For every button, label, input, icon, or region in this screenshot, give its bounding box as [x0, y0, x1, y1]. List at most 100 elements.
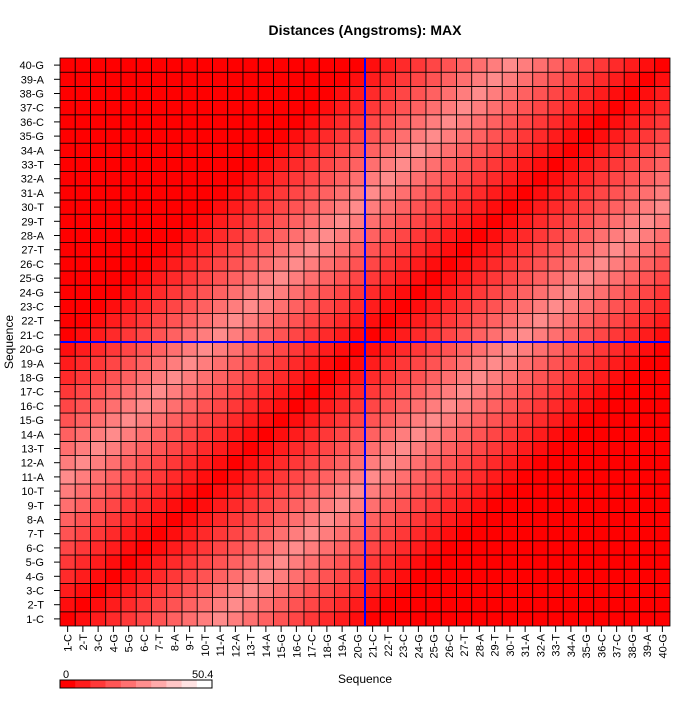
heatmap-cell-9-T-19-A [181, 355, 198, 371]
heatmap-cell-9-T-15-G [181, 412, 198, 428]
heatmap-cell-29-T-19-A [486, 355, 503, 371]
heatmap-cell-8-A-38-G [166, 86, 183, 102]
heatmap-cell-24-G-17-C [410, 384, 427, 400]
heatmap-cell-18-G-3-C [318, 583, 335, 599]
legend-max-label: 50.4 [192, 669, 213, 681]
heatmap-cell-37-C-28-A [608, 227, 625, 243]
heatmap-cell-2-T-9-T [74, 497, 91, 513]
heatmap-cell-32-A-21-C [532, 327, 549, 343]
heatmap-cell-18-G-33-T [318, 156, 335, 172]
heatmap-cell-8-A-18-G [166, 369, 183, 385]
x-tick-label-16-C: 16-C [291, 634, 303, 658]
heatmap-cell-32-A-31-A [532, 185, 549, 201]
heatmap-cell-7-T-10-T [151, 483, 168, 499]
heatmap-cell-7-T-1-C [151, 611, 168, 627]
heatmap-cell-9-T-38-G [181, 86, 198, 102]
heatmap-cell-14-A-22-T [257, 313, 274, 329]
heatmap-cell-29-T-28-A [486, 227, 503, 243]
heatmap-cell-38-G-12-A [623, 455, 640, 471]
heatmap-cell-22-T-31-A [379, 185, 396, 201]
heatmap-cell-19-A-29-T [334, 213, 351, 229]
y-tick-label-15-G: 15-G [20, 415, 44, 427]
heatmap-cell-21-C-32-A [364, 171, 381, 187]
heatmap-cell-12-A-21-C [227, 327, 244, 343]
heatmap-cell-18-G-16-C [318, 398, 335, 414]
heatmap-cell-11-A-3-C [212, 583, 229, 599]
heatmap-cell-22-T-19-A [379, 355, 396, 371]
heatmap-cell-9-T-10-T [181, 483, 198, 499]
heatmap-cell-24-G-37-C [410, 100, 427, 116]
heatmap-cell-7-T-40-G [151, 57, 168, 73]
heatmap-cell-11-A-31-A [212, 185, 229, 201]
heatmap-cell-3-C-15-G [90, 412, 107, 428]
heatmap-cell-23-C-18-G [395, 369, 412, 385]
heatmap-cell-35-G-39-A [578, 71, 595, 87]
heatmap-cell-17-C-33-T [303, 156, 320, 172]
heatmap-cell-40-G-37-C [654, 100, 671, 116]
heatmap-cell-24-G-39-A [410, 71, 427, 87]
heatmap-cell-34-A-15-G [562, 412, 579, 428]
heatmap-cell-3-C-16-C [90, 398, 107, 414]
heatmap-cell-14-A-4-G [257, 568, 274, 584]
heatmap-cell-17-C-6-C [303, 540, 320, 556]
heatmap-cell-33-T-12-A [547, 455, 564, 471]
heatmap-cell-11-A-20-G [212, 341, 229, 357]
heatmap-cell-24-G-31-A [410, 185, 427, 201]
heatmap-cell-16-C-36-C [288, 114, 305, 130]
heatmap-cell-22-T-35-G [379, 128, 396, 144]
heatmap-cell-11-A-16-C [212, 398, 229, 414]
heatmap-cell-36-C-5-G [593, 554, 610, 570]
heatmap-cell-20-G-21-C [349, 327, 366, 343]
heatmap-cell-37-C-31-A [608, 185, 625, 201]
y-tick-label-6-C: 6-C [26, 543, 44, 555]
heatmap-cell-38-G-18-G [623, 369, 640, 385]
heatmap-cell-28-A-1-C [471, 611, 488, 627]
heatmap-cell-39-A-27-T [639, 242, 656, 258]
heatmap-cell-17-C-2-T [303, 597, 320, 613]
x-tick-label-23-C: 23-C [398, 634, 410, 658]
heatmap-cell-21-C-19-A [364, 355, 381, 371]
heatmap-cell-26-C-31-A [440, 185, 457, 201]
heatmap-cell-18-G-15-G [318, 412, 335, 428]
heatmap-cell-12-A-16-C [227, 398, 244, 414]
heatmap-cell-8-A-32-A [166, 171, 183, 187]
heatmap-cell-21-C-24-G [364, 284, 381, 300]
heatmap-cell-28-A-8-A [471, 512, 488, 528]
heatmap-cell-26-C-27-T [440, 242, 457, 258]
heatmap-cell-9-T-11-A [181, 469, 198, 485]
heatmap-cell-20-G-37-C [349, 100, 366, 116]
y-tick-label-30-T: 30-T [21, 202, 44, 214]
heatmap-cell-7-T-6-C [151, 540, 168, 556]
heatmap-cell-2-T-17-C [74, 384, 91, 400]
heatmap-cell-20-G-10-T [349, 483, 366, 499]
heatmap-cell-32-A-33-T [532, 156, 549, 172]
heatmap-cell-32-A-27-T [532, 242, 549, 258]
heatmap-cell-11-A-32-A [212, 171, 229, 187]
heatmap-cell-4-G-18-G [105, 369, 122, 385]
heatmap-cell-35-G-2-T [578, 597, 595, 613]
heatmap-cell-27-T-34-A [456, 142, 473, 158]
heatmap-cell-13-T-24-G [242, 284, 259, 300]
heatmap-cell-29-T-37-C [486, 100, 503, 116]
heatmap-cell-21-C-3-C [364, 583, 381, 599]
heatmap-cell-25-G-30-T [425, 199, 442, 215]
heatmap-cell-20-G-4-G [349, 568, 366, 584]
heatmap-cell-28-A-29-T [471, 213, 488, 229]
heatmap-cell-23-C-30-T [395, 199, 412, 215]
heatmap-cell-25-G-8-A [425, 512, 442, 528]
heatmap-cell-10-T-38-G [196, 86, 213, 102]
heatmap-cell-7-T-9-T [151, 497, 168, 513]
heatmap-cell-12-A-40-G [227, 57, 244, 73]
heatmap-cell-11-A-25-G [212, 270, 229, 286]
heatmap-cell-17-C-31-A [303, 185, 320, 201]
heatmap-cell-26-C-17-C [440, 384, 457, 400]
heatmap-cell-5-G-21-C [120, 327, 137, 343]
heatmap-cell-36-C-26-C [593, 256, 610, 272]
heatmap-cell-34-A-4-G [562, 568, 579, 584]
heatmap-cell-25-G-26-C [425, 256, 442, 272]
heatmap-cell-13-T-19-A [242, 355, 259, 371]
heatmap-cell-24-G-5-G [410, 554, 427, 570]
heatmap-cell-9-T-27-T [181, 242, 198, 258]
heatmap-cell-5-G-1-C [120, 611, 137, 627]
